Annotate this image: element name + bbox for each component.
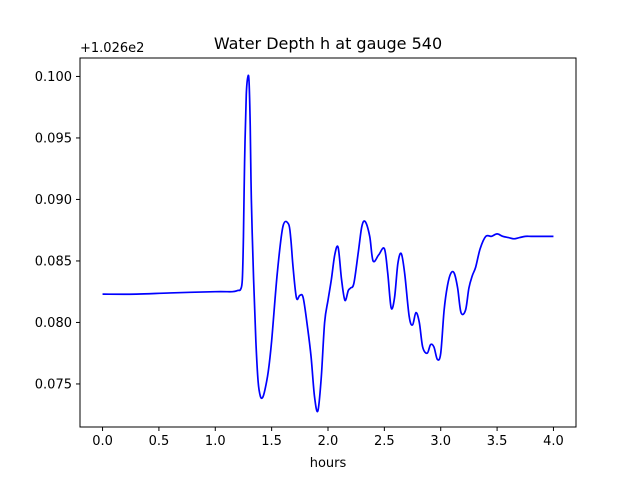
y-tick-label: 0.085: [35, 254, 72, 269]
x-tick-label: 2.0: [318, 434, 339, 449]
y-tick-label: 0.100: [35, 70, 72, 85]
y-tick-label: 0.090: [35, 193, 72, 208]
y-tick-label: 0.095: [35, 131, 72, 146]
y-tick-label: 0.075: [35, 377, 72, 392]
x-tick-label: 1.0: [205, 434, 226, 449]
y-tick-label: 0.080: [35, 316, 72, 331]
series-line-0: [102, 74, 554, 413]
x-tick-label: 0.5: [149, 434, 170, 449]
x-axis-label: hours: [310, 456, 347, 471]
plot-area: 0.0 0.5 1.0 1.5 2.0 2.5 3.0 3.5 4.0 0.075 0.080 0.0…: [35, 57, 577, 449]
y-axis-offset-label: +1.026e2: [80, 41, 144, 56]
x-tick-label: 0.0: [92, 434, 113, 449]
x-tick-label: 3.0: [430, 434, 451, 449]
x-tick-label: 1.5: [261, 434, 282, 449]
x-tick-label: 2.5: [374, 434, 395, 449]
x-tick-label: 3.5: [487, 434, 508, 449]
x-tick-label: 4.0: [543, 434, 564, 449]
chart-title: Water Depth h at gauge 540: [214, 34, 442, 53]
